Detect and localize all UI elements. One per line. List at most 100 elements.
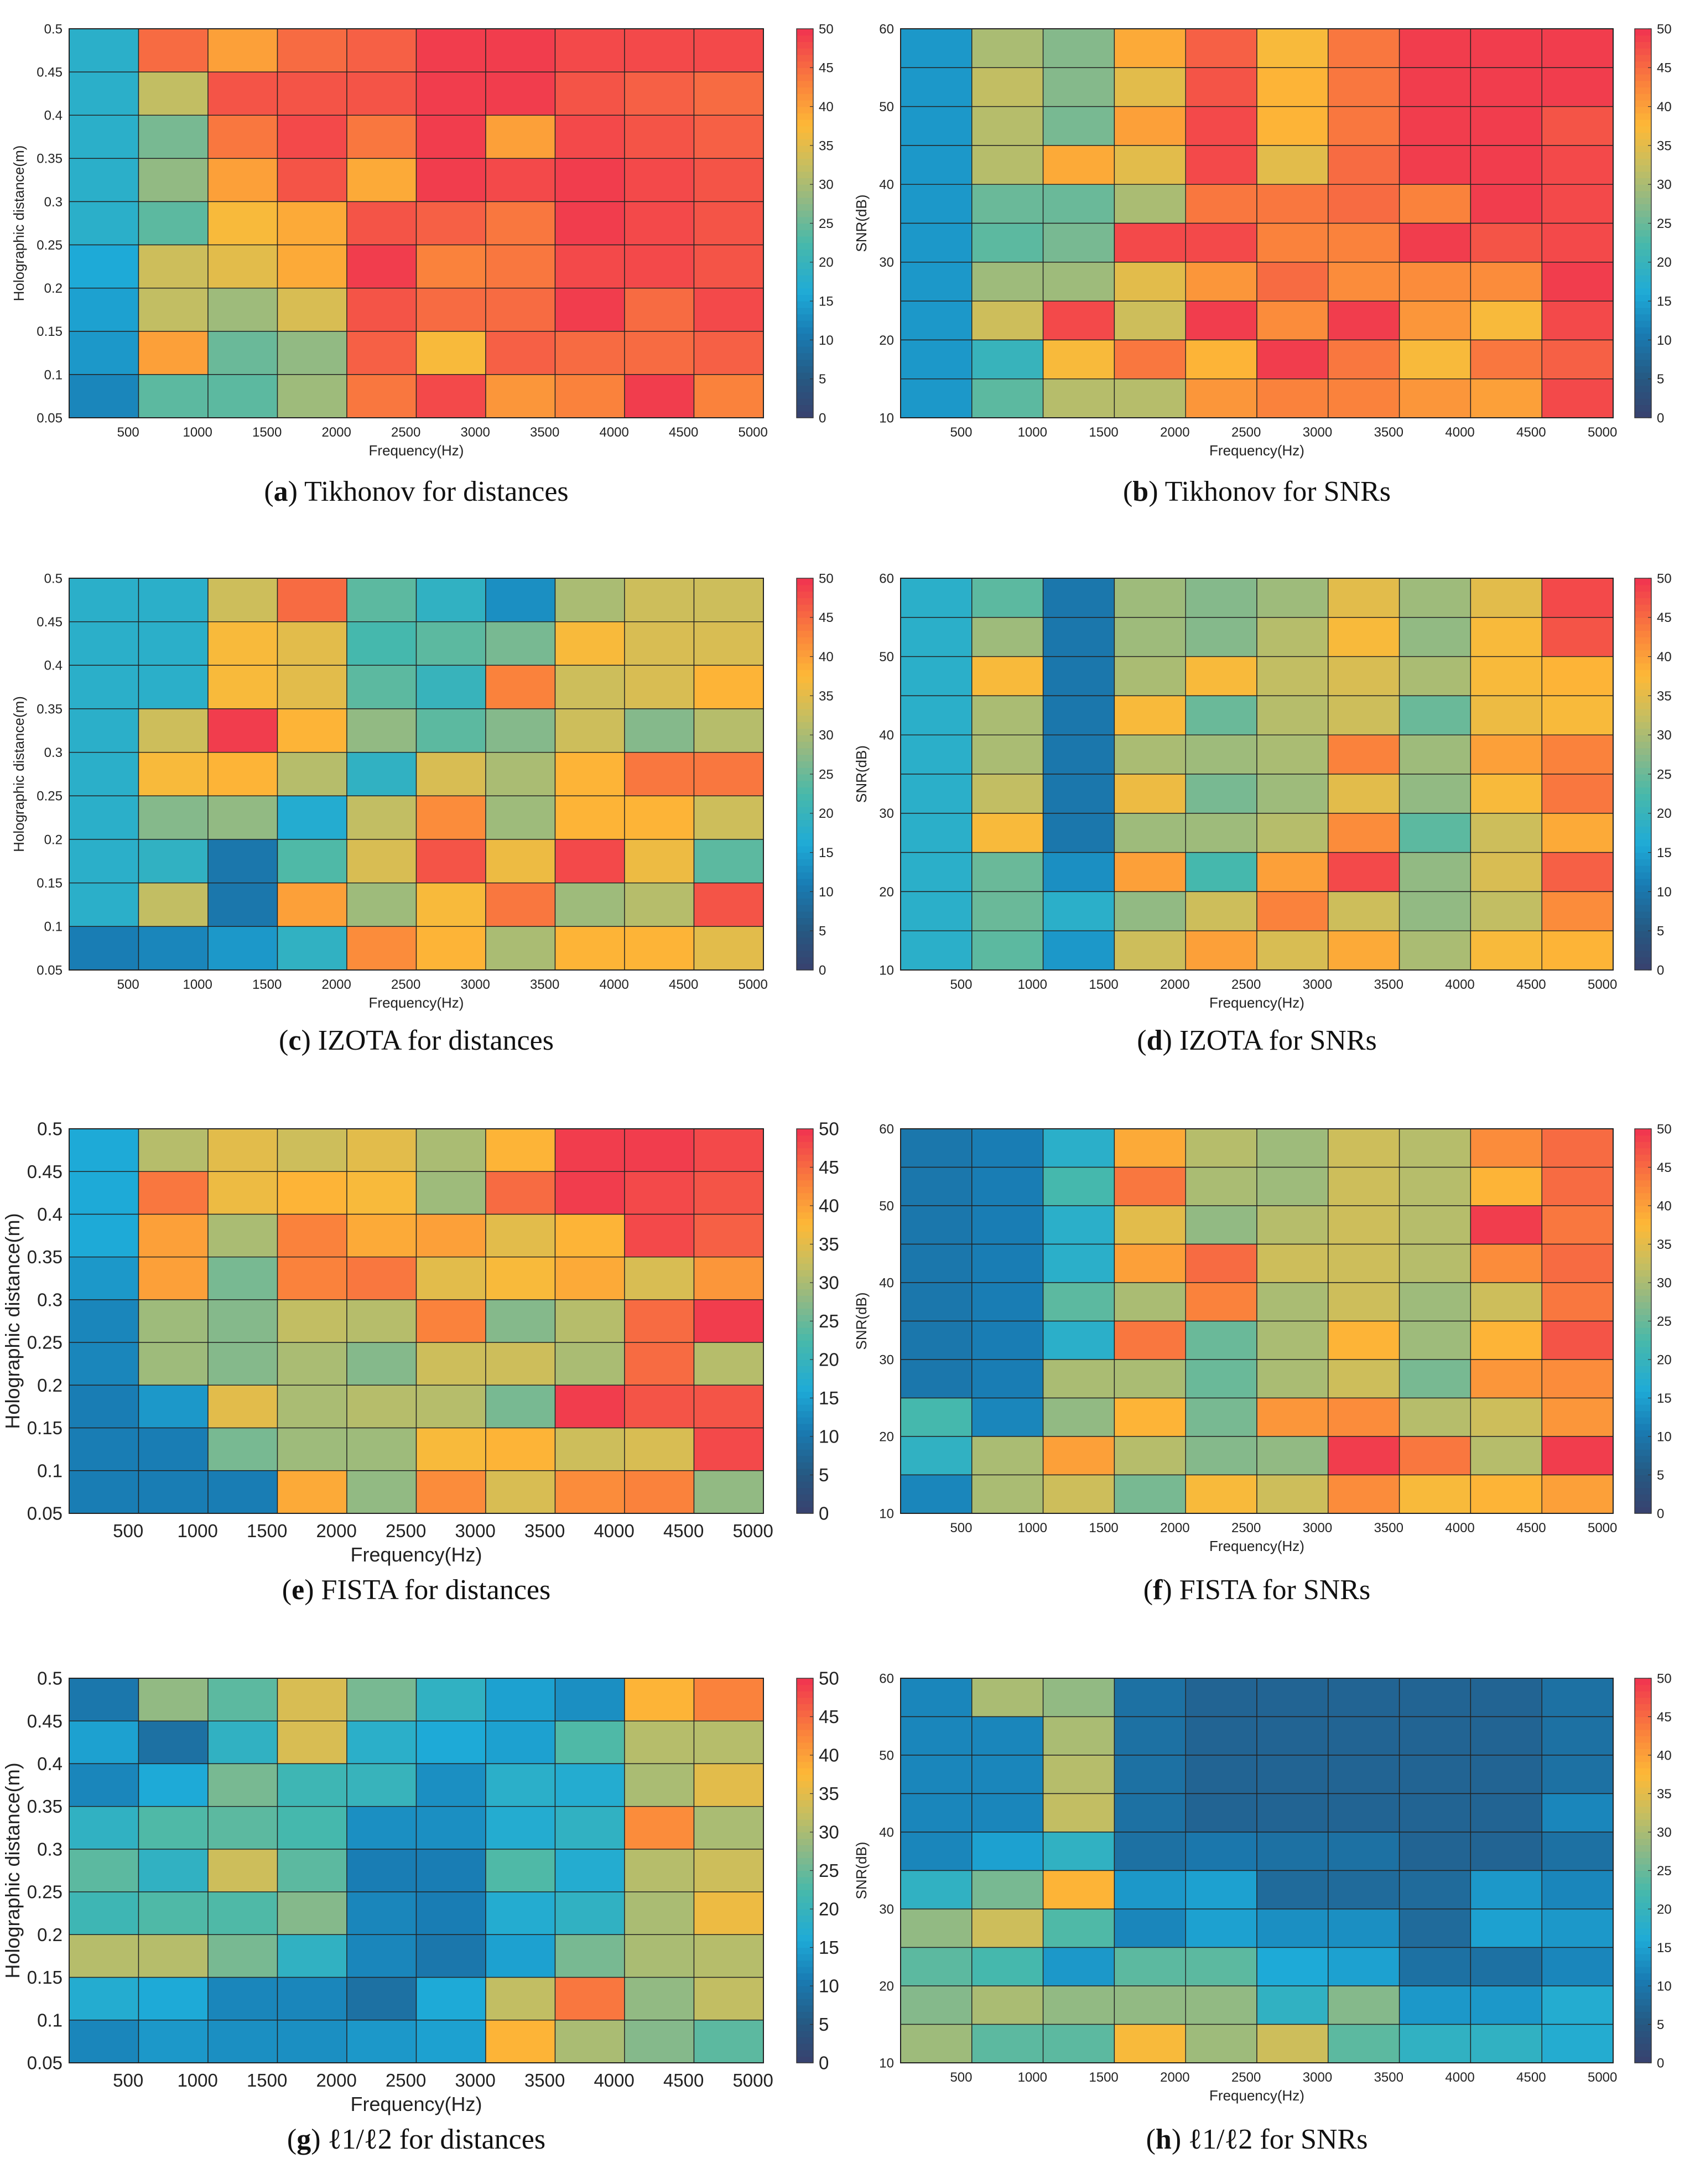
heatmap-cell [207,1171,278,1215]
colorbar-tick-label: 20 [1657,806,1672,821]
heatmap-cell [1470,813,1542,853]
heatmap-cell [1328,1947,1400,1986]
colorbar-segment [797,656,813,663]
heatmap-cell [1470,1128,1542,1168]
heatmap-cell [415,708,486,753]
y-tick-label: 0.35 [27,1796,63,1817]
heatmap-cell [1541,617,1614,657]
colorbar-segment [797,80,813,88]
heatmap-cell [554,1806,625,1850]
panel-caption: (g) ℓ1/ℓ2 for distances [287,2124,545,2155]
colorbar-segment [797,1992,813,1999]
heatmap-cell [554,331,625,375]
x-tick-label: 4000 [1445,977,1474,992]
heatmap-cell [1398,1870,1472,1910]
heatmap-cell [415,1256,486,1300]
colorbar-segment [797,1723,813,1730]
heatmap-cell [1256,1755,1329,1794]
heatmap-cell [277,71,347,116]
colorbar-segment [797,676,813,683]
heatmap-cell [1114,1128,1186,1168]
colorbar-segment [797,931,813,938]
colorbar-segment [1635,1449,1651,1456]
heatmap-cell [1256,1205,1329,1245]
heatmap-cell [693,1470,764,1514]
colorbar-segment [1635,1723,1651,1730]
colorbar-segment [1635,2011,1651,2019]
colorbar-segment [797,1206,813,1213]
x-tick-label: 3500 [524,2070,565,2090]
colorbar-segment [797,1340,813,1347]
heatmap-cell [138,1384,209,1429]
colorbar-segment [1635,1295,1651,1303]
heatmap-cell [1541,28,1614,69]
heatmap-cell [277,1849,347,1892]
x-tick-label: 4500 [663,1521,704,1541]
heatmap-cell [900,891,973,931]
heatmap-cell [1398,2024,1472,2063]
colorbar-segment [797,859,813,866]
colorbar-segment [797,1142,813,1149]
heatmap-cell [971,1832,1044,1871]
y-tick-label: 10 [879,411,894,426]
heatmap-cell [138,1470,209,1514]
caption-text: FISTA for SNRs [1179,1574,1370,1606]
colorbar-segment [797,210,813,217]
heatmap-cell [693,1427,764,1471]
heatmap-cell [1185,1947,1257,1986]
heatmap-cell [1114,1908,1186,1948]
heatmap-cell [277,1128,347,1172]
colorbar-segment [1635,617,1651,625]
colorbar-segment [1635,819,1651,827]
heatmap-cell [485,1470,556,1514]
heatmap-cell [1042,339,1115,380]
heatmap-cell [971,656,1044,697]
y-axis-label: SNR(dB) [853,1292,870,1350]
heatmap-cell [138,1720,209,1765]
heatmap-cell [693,1849,764,1892]
colorbar-segment [1635,74,1651,81]
colorbar-segment [1635,165,1651,172]
x-tick-label: 500 [113,2070,143,2090]
colorbar-segment [797,826,813,833]
heatmap-cell [485,1720,556,1765]
colorbar-segment [797,145,813,153]
heatmap-cell [69,1849,139,1892]
colorbar-segment [797,139,813,146]
heatmap-cell [1042,1678,1115,1718]
heatmap-cell [1398,67,1472,107]
heatmap-cell [346,1720,417,1765]
colorbar-tick-label: 35 [819,1783,839,1804]
heatmap-cell [207,621,278,666]
colorbar-segment [1635,385,1651,392]
colorbar-tick-label: 10 [1657,333,1672,348]
colorbar-segment [1635,891,1651,899]
heatmap-cell [1541,1985,1614,2025]
heatmap-cell [485,287,556,332]
heatmap-cell [207,1128,278,1172]
heatmap-cell [1328,734,1400,775]
heatmap-cell [1114,1870,1186,1910]
y-tick-label: 60 [879,571,894,586]
heatmap-cell [346,1299,417,1343]
colorbar-segment [797,584,813,592]
heatmap-cell [900,1243,973,1283]
x-tick-label: 1500 [252,425,282,440]
heatmap-cell [900,1397,973,1437]
colorbar-segment [1635,1845,1651,1852]
colorbar-segment [797,1877,813,1884]
heatmap-cell [69,751,139,797]
heatmap-cell [554,287,625,332]
colorbar-tick-label: 50 [819,1668,839,1689]
heatmap-cell [1541,1282,1614,1322]
heatmap-cell [1256,1243,1329,1283]
heatmap-cell [554,374,625,418]
colorbar-segment [1635,1360,1651,1367]
colorbar-segment [1635,1749,1651,1756]
heatmap-cell [693,1213,764,1258]
colorbar-segment [1635,1877,1651,1884]
heatmap-cell [693,1171,764,1215]
heatmap-cell [1185,222,1257,263]
heatmap-cell [1256,1397,1329,1437]
